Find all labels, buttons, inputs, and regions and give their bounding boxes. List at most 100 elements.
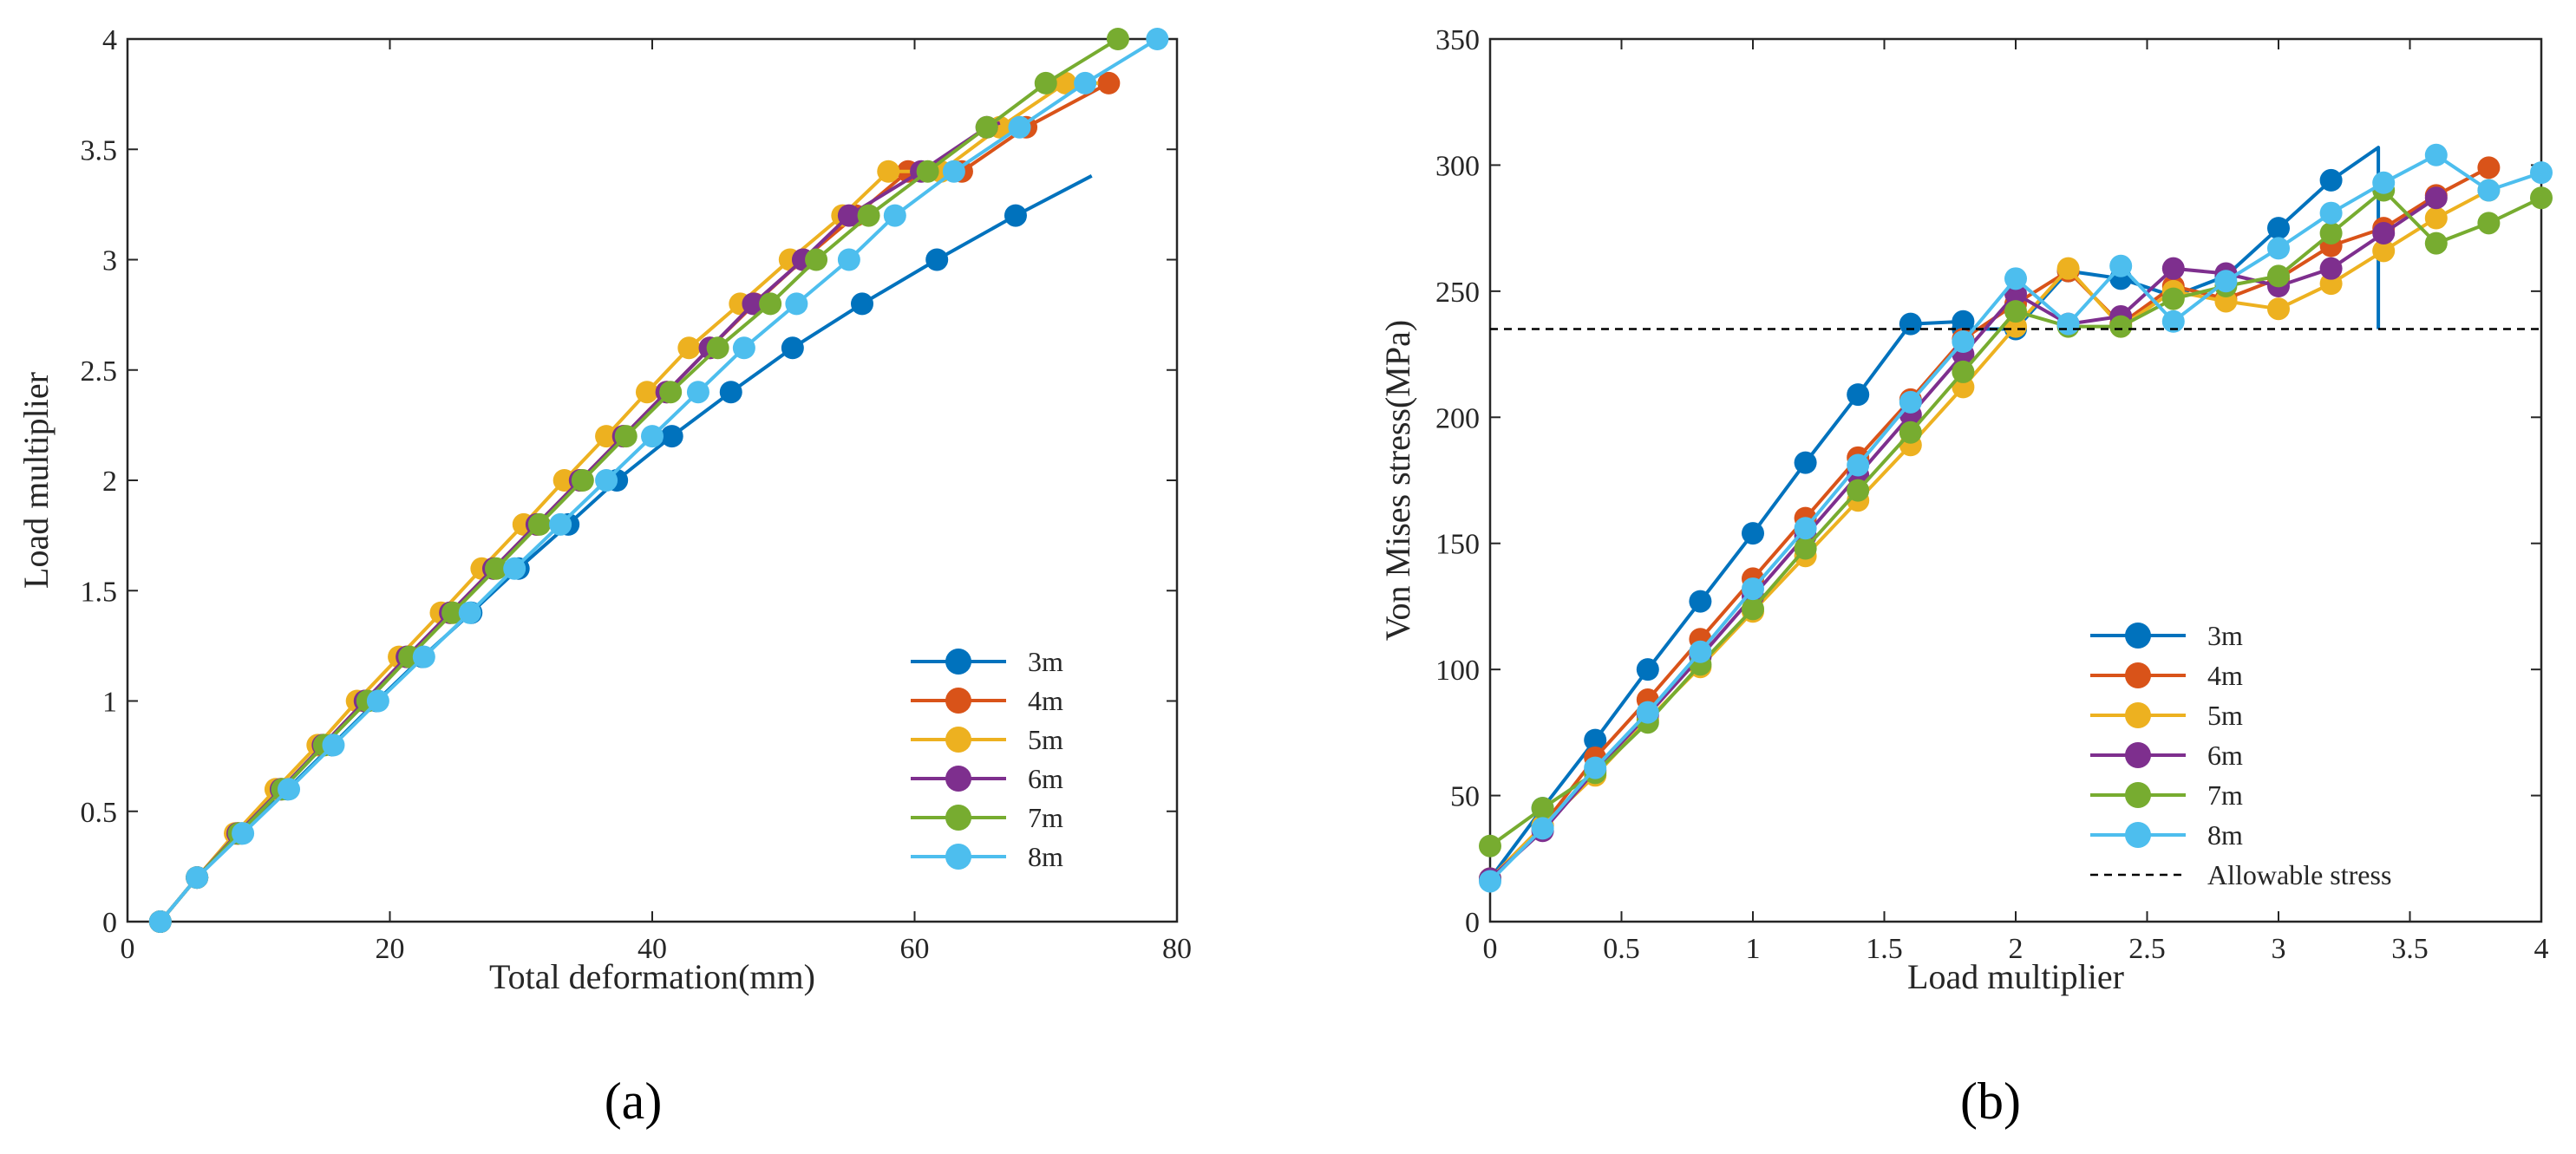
data-point-8m xyxy=(186,866,209,890)
data-point-7m xyxy=(706,336,729,360)
data-point-7m xyxy=(441,601,465,624)
y-tick-label: 0 xyxy=(102,907,117,939)
legend-label: 5m xyxy=(1028,724,1063,755)
data-point-6m xyxy=(2319,257,2343,280)
data-point-3m xyxy=(1584,728,1607,752)
y-tick-label: 300 xyxy=(1435,150,1480,182)
x-tick-label: 2 xyxy=(2009,933,2024,965)
data-point-8m xyxy=(883,204,906,227)
data-point-3m xyxy=(925,248,949,271)
data-point-7m xyxy=(759,292,782,316)
data-point-8m xyxy=(1146,28,1169,50)
legend-marker xyxy=(2125,662,2151,688)
data-point-6m xyxy=(2161,257,2185,280)
data-point-8m xyxy=(2477,179,2501,202)
x-tick-label: 40 xyxy=(637,933,667,965)
legend-label: 6m xyxy=(1028,763,1063,794)
legend-marker xyxy=(2125,782,2151,808)
data-point-8m xyxy=(1689,640,1712,663)
data-point-8m xyxy=(412,645,435,668)
data-point-8m xyxy=(2056,312,2080,336)
data-point-7m xyxy=(2477,212,2501,235)
data-point-8m xyxy=(2109,254,2133,277)
legend-marker xyxy=(945,805,971,831)
data-point-3m xyxy=(719,381,742,404)
legend-box xyxy=(902,637,1162,889)
legend-label: 6m xyxy=(2207,740,2243,771)
data-point-8m xyxy=(2424,143,2448,166)
data-point-8m xyxy=(1847,453,1870,477)
data-point-8m xyxy=(1008,115,1031,139)
data-point-5m xyxy=(677,336,701,360)
data-point-3m xyxy=(781,336,804,360)
y-axis-title: Load multiplier xyxy=(16,372,56,589)
legend-label: 3m xyxy=(1028,646,1063,677)
data-point-8m xyxy=(2214,270,2238,293)
legend-marker xyxy=(2125,742,2151,768)
data-point-7m xyxy=(1531,797,1554,820)
data-point-8m xyxy=(837,248,860,271)
data-point-5m xyxy=(552,469,576,492)
y-tick-label: 0.5 xyxy=(81,797,118,829)
x-tick-label: 4 xyxy=(2534,933,2549,965)
data-point-7m xyxy=(857,204,880,227)
data-point-8m xyxy=(1636,701,1659,724)
data-point-8m xyxy=(1584,756,1607,779)
data-point-3m xyxy=(2267,217,2290,240)
data-point-8m xyxy=(2319,201,2343,225)
legend-label: 4m xyxy=(1028,685,1063,716)
data-point-3m xyxy=(851,292,873,316)
data-point-7m xyxy=(2319,221,2343,244)
legend: 3m 4m 5m 6m 7m 8m Allowable stress xyxy=(2082,611,2524,890)
data-point-3m xyxy=(1689,590,1712,613)
data-point-8m xyxy=(2004,267,2027,290)
data-point-5m xyxy=(877,160,900,183)
data-point-8m xyxy=(1531,817,1554,840)
data-point-4m xyxy=(2477,156,2501,179)
data-point-7m xyxy=(2267,264,2290,288)
data-point-3m xyxy=(1742,522,1764,545)
data-point-7m xyxy=(975,115,998,139)
x-axis-title: Total deformation(mm) xyxy=(489,957,815,996)
legend-marker xyxy=(2125,822,2151,848)
data-point-3m xyxy=(1899,312,1922,336)
data-point-7m xyxy=(1742,597,1764,621)
x-tick-label: 0 xyxy=(121,933,135,965)
y-tick-label: 1.5 xyxy=(81,576,118,608)
legend-box xyxy=(2082,611,2524,858)
y-axis-title: Von Mises stress(MPa) xyxy=(1378,320,1417,641)
x-tick-label: 3.5 xyxy=(2391,933,2429,965)
x-tick-label: 80 xyxy=(1162,933,1192,965)
y-tick-label: 150 xyxy=(1435,529,1480,561)
legend-label: 8m xyxy=(2207,819,2243,851)
data-point-8m xyxy=(1952,330,1975,354)
x-tick-label: 2.5 xyxy=(2128,933,2166,965)
data-point-7m xyxy=(2530,186,2553,210)
y-tick-label: 250 xyxy=(1435,277,1480,309)
data-point-6m xyxy=(742,292,765,316)
x-axis-title: Load multiplier xyxy=(1907,957,2124,996)
data-point-5m xyxy=(595,425,618,448)
data-point-7m xyxy=(2004,300,2027,323)
legend-marker xyxy=(945,766,971,792)
data-point-7m xyxy=(1952,360,1975,383)
data-point-8m xyxy=(549,512,572,536)
data-point-8m xyxy=(1742,577,1764,601)
data-point-8m xyxy=(686,381,709,404)
y-tick-label: 50 xyxy=(1450,781,1480,813)
legend-label: 7m xyxy=(1028,802,1063,833)
data-point-3m xyxy=(1636,658,1659,681)
data-point-7m xyxy=(1106,28,1129,50)
data-point-7m xyxy=(614,425,637,448)
y-tick-label: 0 xyxy=(1465,907,1480,939)
panel-label-b: (b) xyxy=(1960,1073,2021,1130)
data-point-8m xyxy=(2267,237,2290,260)
legend-marker xyxy=(2125,623,2151,649)
data-point-8m xyxy=(1479,870,1501,893)
data-point-8m xyxy=(2161,310,2185,333)
legend-label: 5m xyxy=(2207,700,2243,731)
data-point-8m xyxy=(1074,71,1097,95)
y-tick-label: 1 xyxy=(102,687,117,719)
legend: 3m 4m 5m 6m 7m 8m xyxy=(902,637,1162,889)
chart-b: 0 0.5 1 1.5 2 2.5 3 3.5 4 0 50 100 150 200 250 300 350 Lo… xyxy=(1378,24,2553,996)
